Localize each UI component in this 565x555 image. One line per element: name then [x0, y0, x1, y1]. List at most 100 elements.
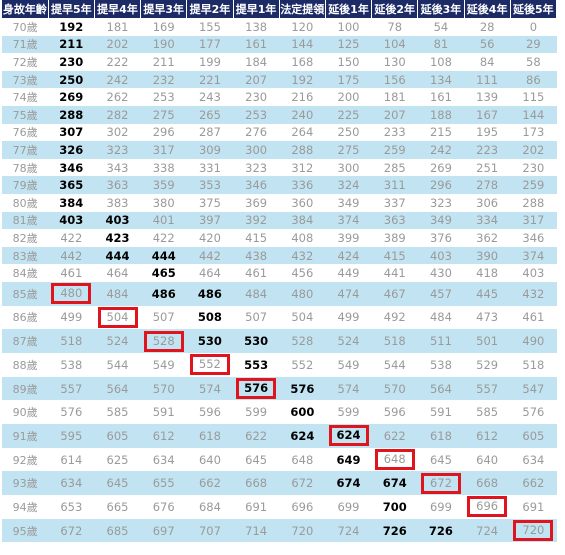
header-row: 身故年齡 提早5年 提早4年 提早3年 提早2年 提早1年 法定提領 延後1年 延後2年 延後3年… [2, 0, 558, 18]
table-row: 73歲 250 242 232 221 207 192 175 156 134 111 86 [2, 70, 557, 89]
value-cell: 120 [291, 19, 314, 34]
age-cell: 71歲 [2, 35, 49, 54]
value-cell: 612 [464, 424, 511, 448]
highlighted-value: 480 [51, 283, 92, 305]
age-cell: 74歲 [12, 91, 38, 105]
value-cell: 438 [233, 246, 280, 265]
value-cell: 420 [198, 230, 221, 245]
value-cell: 353 [186, 176, 234, 194]
value-cell: 668 [464, 471, 511, 496]
value-cell: 275 [140, 105, 187, 124]
table-row: 94歲 653 665 676 684 691 696 699 700 699 696 691 [2, 495, 557, 519]
value-cell: 251 [476, 160, 499, 175]
value-cell: 634 [522, 452, 545, 467]
value-cell: 389 [383, 230, 406, 245]
value-cell: 390 [464, 246, 511, 265]
age-cell: 79歲 [2, 176, 49, 194]
age-cell: 92歲 [12, 453, 38, 467]
value-cell: 544 [383, 357, 406, 372]
value-cell: 484 [94, 281, 141, 306]
value-cell: 288 [522, 195, 545, 210]
value-cell: 311 [371, 176, 418, 194]
value-cell: 444 [140, 246, 187, 265]
value-cell: 161 [429, 90, 452, 105]
value-cell: 392 [233, 211, 280, 230]
value-cell: 649 [336, 452, 361, 467]
table-row: 71歲 211 202 190 177 161 144 125 104 81 56 29 [2, 35, 557, 54]
value-cell: 599 [337, 405, 360, 420]
age-cell: 90歲 [12, 406, 38, 420]
value-cell: 334 [464, 211, 511, 230]
value-cell: 202 [94, 35, 141, 54]
age-cell: 91歲 [2, 424, 49, 448]
table-row: 75歲 288 282 275 265 253 240 225 207 188 167 144 [2, 105, 557, 124]
value-cell: 645 [245, 452, 268, 467]
value-cell: 403 [94, 211, 141, 230]
value-cell: 155 [198, 19, 221, 34]
value-cell: 524 [325, 329, 372, 353]
value-cell: 195 [476, 125, 499, 140]
value-cell: 262 [106, 90, 129, 105]
value-cell: 624 [279, 424, 326, 448]
value-cell: 442 [48, 246, 95, 265]
value-cell: 403 [48, 211, 95, 230]
value-cell: 230 [245, 90, 268, 105]
value-cell: 564 [417, 376, 465, 401]
value-cell: 192 [279, 70, 326, 89]
value-cell: 215 [429, 125, 452, 140]
age-cell: 85歲 [2, 281, 49, 306]
value-cell: 302 [106, 125, 129, 140]
value-cell: 424 [325, 246, 372, 265]
value-cell: 596 [198, 405, 221, 420]
value-cell: 275 [325, 141, 372, 159]
value-cell: 528 [279, 329, 326, 353]
value-cell: 672 [417, 471, 465, 496]
value-cell: 144 [279, 35, 326, 54]
value-cell: 461 [245, 266, 268, 281]
value-cell: 618 [417, 424, 465, 448]
value-cell: 211 [48, 35, 95, 54]
value-cell: 591 [152, 405, 175, 420]
value-cell: 349 [417, 211, 465, 230]
value-cell: 202 [510, 141, 557, 159]
highlighted-value: 672 [420, 472, 461, 494]
value-cell: 422 [152, 230, 175, 245]
value-cell: 445 [464, 281, 511, 306]
value-cell: 614 [60, 452, 83, 467]
column-header: 延後2年 [371, 0, 419, 18]
value-cell: 100 [337, 19, 360, 34]
value-cell: 595 [48, 424, 95, 448]
value-cell: 346 [233, 176, 280, 194]
age-cell: 72歲 [12, 55, 38, 69]
value-cell: 576 [522, 405, 545, 420]
value-cell: 665 [106, 499, 129, 514]
value-cell: 184 [245, 54, 268, 69]
value-cell: 557 [464, 376, 511, 401]
value-cell: 442 [186, 246, 234, 265]
column-header: 提早3年 [140, 0, 188, 18]
value-cell: 177 [186, 35, 234, 54]
value-cell: 518 [371, 329, 418, 353]
value-cell: 359 [140, 176, 187, 194]
value-cell: 161 [233, 35, 280, 54]
value-cell: 640 [476, 452, 499, 467]
value-cell: 288 [279, 141, 326, 159]
value-cell: 461 [522, 310, 545, 325]
value-cell: 684 [198, 499, 221, 514]
value-cell: 56 [464, 35, 511, 54]
value-cell: 674 [371, 471, 418, 496]
value-cell: 199 [198, 54, 221, 69]
value-cell: 422 [60, 230, 83, 245]
highlighted-value: 504 [97, 306, 138, 328]
value-cell: 188 [417, 105, 465, 124]
table-row: 79歲 365 363 359 353 346 336 324 311 296 278 259 [2, 176, 557, 194]
value-cell: 624 [325, 424, 372, 448]
value-cell: 253 [152, 90, 175, 105]
value-cell: 242 [417, 141, 465, 159]
value-cell: 622 [233, 424, 280, 448]
value-cell: 323 [245, 160, 268, 175]
value-cell: 331 [198, 160, 221, 175]
highlighted-value: 696 [467, 496, 508, 518]
table-row: 85歲 480 484 486 486 484 480 474 467 457 445 432 [2, 281, 557, 306]
